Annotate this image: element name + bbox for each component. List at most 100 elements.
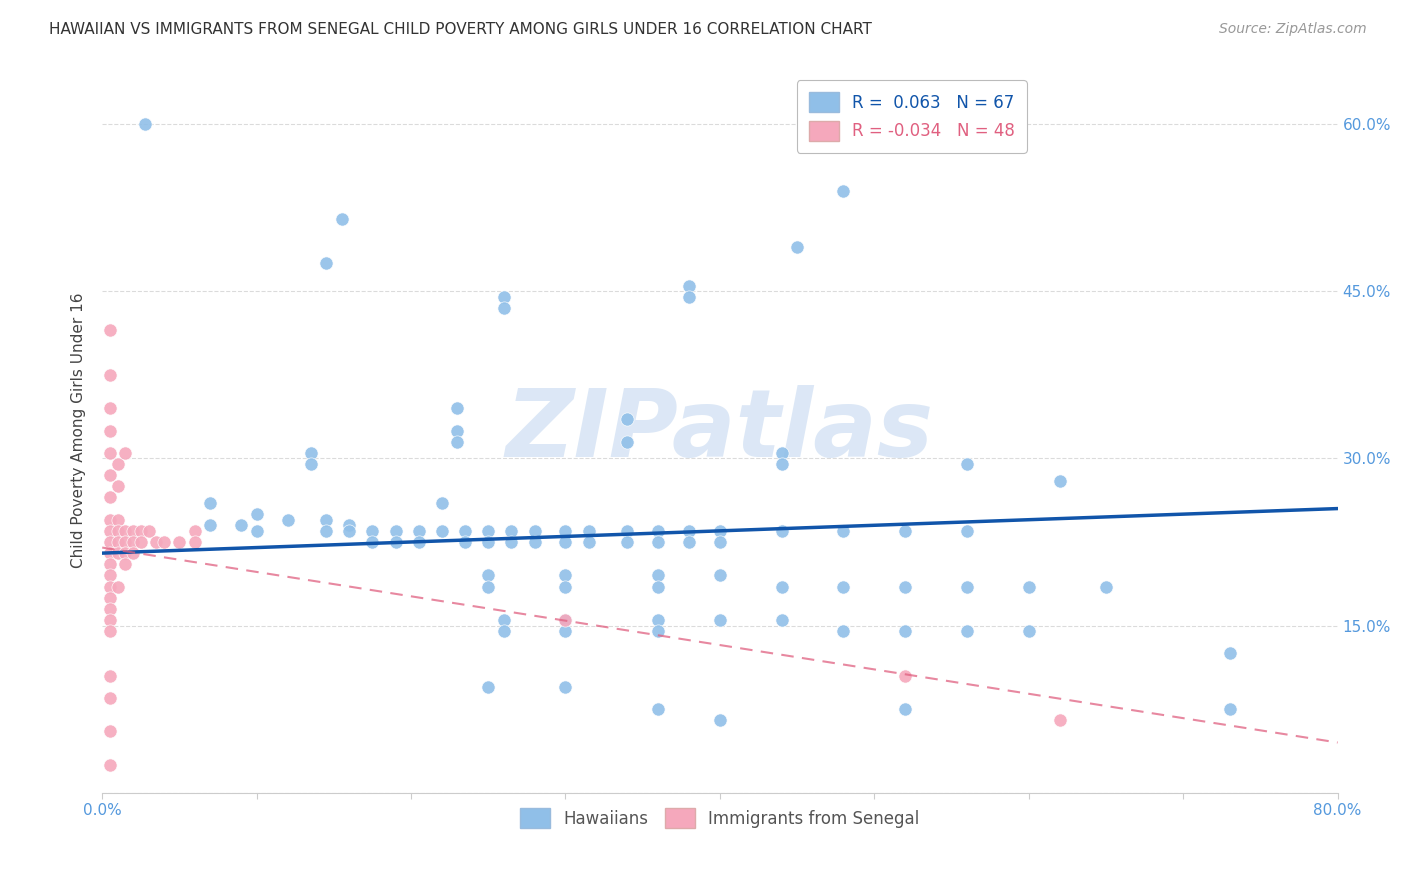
Point [430,496,453,510]
Point [709,613,731,627]
Y-axis label: Child Poverty Among Girls Under 16: Child Poverty Among Girls Under 16 [72,293,86,568]
Point [114,446,136,460]
Point [98,513,121,527]
Point [134,117,156,131]
Point [454,524,477,538]
Point [647,524,669,538]
Point [1218,647,1240,661]
Legend: Hawaiians, Immigrants from Senegal: Hawaiians, Immigrants from Senegal [513,801,927,835]
Point [384,535,406,549]
Point [616,524,638,538]
Point [477,535,499,549]
Point [114,546,136,560]
Point [1018,624,1040,639]
Point [107,513,129,527]
Point [98,524,121,538]
Point [477,580,499,594]
Point [647,624,669,639]
Point [678,278,700,293]
Point [709,568,731,582]
Point [1018,580,1040,594]
Point [492,301,515,315]
Point [107,580,129,594]
Point [200,496,222,510]
Point [246,507,269,521]
Point [408,535,430,549]
Point [98,602,121,616]
Point [114,524,136,538]
Point [616,434,638,449]
Point [98,690,121,705]
Point [554,624,576,639]
Point [492,290,515,304]
Text: Source: ZipAtlas.com: Source: ZipAtlas.com [1219,22,1367,37]
Point [956,624,979,639]
Point [315,513,337,527]
Point [200,518,222,533]
Point [98,613,121,627]
Point [107,546,129,560]
Point [616,412,638,426]
Point [246,524,269,538]
Point [578,535,600,549]
Point [894,702,917,716]
Point [107,457,129,471]
Point [678,524,700,538]
Point [384,524,406,538]
Point [554,535,576,549]
Point [554,680,576,694]
Point [501,535,523,549]
Point [678,535,700,549]
Point [98,446,121,460]
Point [1218,702,1240,716]
Point [276,513,298,527]
Point [554,568,576,582]
Text: ZIPatlas: ZIPatlas [506,384,934,476]
Point [894,624,917,639]
Point [446,401,468,416]
Point [554,580,576,594]
Point [98,491,121,505]
Point [408,524,430,538]
Point [1095,580,1118,594]
Point [361,524,384,538]
Point [153,535,176,549]
Point [107,479,129,493]
Point [129,524,152,538]
Point [709,535,731,549]
Point [786,240,808,254]
Point [98,624,121,639]
Point [98,468,121,483]
Point [523,524,546,538]
Point [770,446,793,460]
Point [492,624,515,639]
Point [98,323,121,337]
Point [832,184,855,198]
Point [832,524,855,538]
Point [647,613,669,627]
Point [477,568,499,582]
Point [709,713,731,727]
Point [114,535,136,549]
Point [145,535,167,549]
Point [98,568,121,582]
Point [477,680,499,694]
Point [770,524,793,538]
Point [98,580,121,594]
Point [184,535,207,549]
Point [98,668,121,682]
Point [337,518,360,533]
Point [523,535,546,549]
Point [98,424,121,438]
Point [647,580,669,594]
Point [832,580,855,594]
Point [554,613,576,627]
Point [299,446,322,460]
Point [98,546,121,560]
Point [361,535,384,549]
Point [709,524,731,538]
Point [454,535,477,549]
Point [501,524,523,538]
Point [114,558,136,572]
Point [770,613,793,627]
